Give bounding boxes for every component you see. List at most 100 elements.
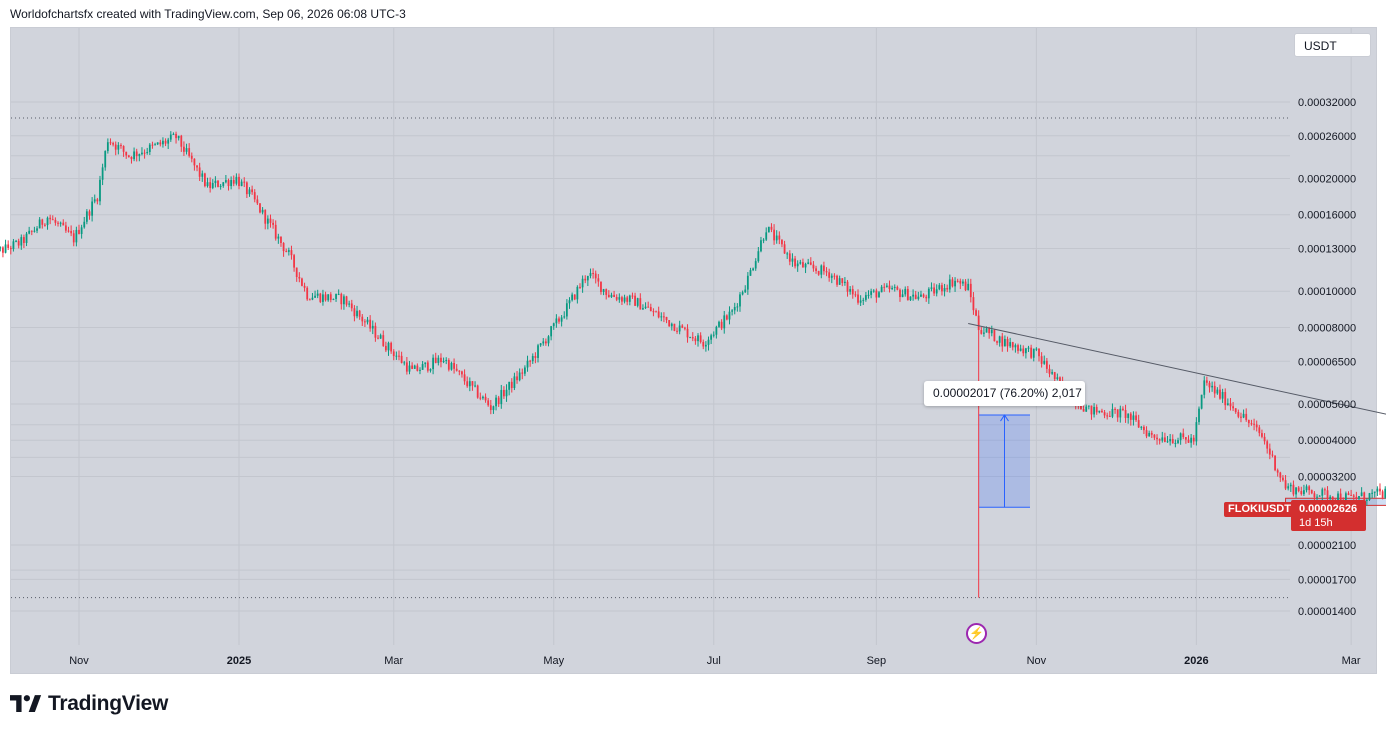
- candle-body: [23, 237, 25, 243]
- currency-selector[interactable]: USDT: [1294, 33, 1371, 57]
- chart-pane[interactable]: [10, 27, 1377, 674]
- price-tick-label: 0.00001400: [1298, 606, 1356, 618]
- candle-body: [802, 262, 804, 268]
- candle-body: [607, 294, 610, 298]
- time-tick-label: 2026: [1184, 655, 1208, 667]
- candle-body: [487, 400, 490, 406]
- candle-body: [1030, 347, 1033, 358]
- candle-body: [280, 236, 282, 243]
- candle-body: [786, 253, 789, 255]
- candle-body: [1360, 492, 1363, 497]
- candle-body: [230, 179, 233, 187]
- candle-body: [565, 303, 568, 317]
- candle-body: [1150, 432, 1153, 435]
- candle-body: [746, 275, 749, 290]
- last-price-value: 0.00002626: [1299, 503, 1358, 515]
- candle-body: [836, 275, 838, 285]
- candle-body: [468, 381, 471, 387]
- candle-body: [285, 251, 288, 253]
- candle-body: [188, 148, 191, 156]
- candle-body: [185, 148, 188, 152]
- candle-body: [610, 294, 613, 298]
- candle-body: [38, 219, 41, 229]
- candle-body: [377, 337, 379, 339]
- candle-body: [544, 341, 547, 344]
- candle-body: [906, 288, 909, 301]
- candle-body: [1245, 413, 1248, 420]
- candle-body: [749, 270, 752, 276]
- candle-body: [1237, 412, 1240, 417]
- candle-body: [807, 262, 810, 264]
- candle-body: [148, 144, 151, 153]
- candle-body: [1344, 493, 1347, 502]
- candle-body: [4, 244, 7, 253]
- candle-body: [319, 293, 322, 302]
- tradingview-logo[interactable]: TradingView: [10, 692, 168, 716]
- candle-body: [1035, 348, 1038, 350]
- time-tick-label: Sep: [867, 655, 887, 667]
- candle-body: [990, 329, 993, 334]
- candle-body: [639, 298, 642, 310]
- candle-body: [193, 158, 196, 166]
- candle-body: [175, 133, 177, 139]
- candle-body: [1143, 426, 1145, 431]
- candle-body: [718, 321, 720, 327]
- price-tick-label: 0.00010000: [1298, 286, 1356, 298]
- candle-body: [901, 294, 904, 298]
- candle-body: [830, 275, 833, 278]
- candle-body: [618, 297, 621, 300]
- candle-body: [274, 224, 277, 239]
- candle-body: [914, 294, 917, 299]
- price-tick-label: 0.00032000: [1298, 97, 1356, 109]
- candle-body: [329, 294, 332, 300]
- candle-body: [1213, 385, 1216, 394]
- candle-body: [44, 224, 46, 226]
- candle-body: [699, 335, 702, 342]
- candle-body: [1103, 412, 1106, 416]
- candle-body: [1051, 372, 1054, 374]
- candle-body: [775, 235, 778, 241]
- candle-body: [1153, 434, 1156, 438]
- candle-body: [1226, 403, 1229, 406]
- lightning-bolt-icon[interactable]: ⚡: [966, 623, 987, 644]
- candle-body: [356, 310, 358, 317]
- candle-body: [899, 289, 901, 298]
- candle-body: [668, 320, 671, 327]
- candle-body: [1179, 433, 1182, 441]
- candle-body: [655, 311, 657, 313]
- candle-body: [345, 296, 348, 305]
- candle-body: [122, 146, 125, 152]
- candle-body: [151, 144, 154, 146]
- candle-body: [54, 219, 57, 223]
- candle-body: [432, 357, 434, 370]
- candle-body: [421, 364, 424, 370]
- candle-body: [844, 281, 846, 283]
- candle-body: [1182, 433, 1185, 438]
- candle-body: [1300, 491, 1303, 495]
- candle-body: [0, 247, 2, 249]
- candle-body: [1132, 415, 1135, 420]
- price-axis: 0.00032000 0.00026000 0.00020000 0.00016000…: [1298, 97, 1356, 618]
- horizontal-gridlines: [11, 101, 1290, 612]
- candle-body: [584, 278, 587, 281]
- price-tick-label: 0.00001700: [1298, 574, 1356, 586]
- vertical-gridlines: [78, 28, 1352, 645]
- candle-body: [7, 244, 10, 248]
- candle-body: [1045, 360, 1048, 369]
- candle-body: [492, 406, 495, 411]
- candle-body: [943, 287, 946, 292]
- candle-body: [1001, 336, 1004, 347]
- candle-body: [715, 326, 718, 335]
- candle-body: [1158, 439, 1161, 441]
- candle-body: [823, 265, 825, 272]
- candle-body: [311, 297, 314, 300]
- candle-body: [28, 230, 31, 234]
- candle-body: [337, 293, 340, 295]
- candle-body: [482, 396, 484, 399]
- candle-body: [1247, 419, 1250, 424]
- candle-body: [272, 222, 274, 225]
- candle-body: [1261, 433, 1263, 437]
- candle-body: [1043, 360, 1046, 364]
- candle-body: [1048, 368, 1051, 374]
